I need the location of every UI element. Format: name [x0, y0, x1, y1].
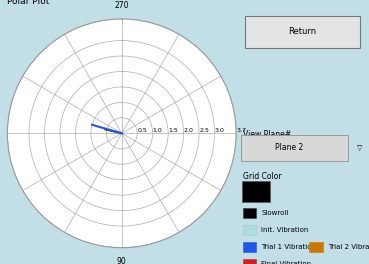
- Bar: [243, 208, 256, 218]
- Text: Polar Plot: Polar Plot: [7, 0, 50, 6]
- Text: Trial 2 Vibration: Trial 2 Vibration: [328, 244, 369, 250]
- Text: ▽: ▽: [357, 145, 362, 151]
- FancyBboxPatch shape: [242, 181, 270, 202]
- Text: View Plane#: View Plane#: [243, 130, 291, 139]
- Text: Init. Vibration: Init. Vibration: [261, 227, 309, 233]
- Bar: [243, 242, 256, 252]
- Text: Plane 2: Plane 2: [275, 143, 304, 152]
- Bar: [243, 225, 256, 235]
- Text: Return: Return: [289, 27, 317, 36]
- Text: Slowroll: Slowroll: [261, 210, 289, 216]
- Bar: [309, 242, 323, 252]
- Text: Grid Color: Grid Color: [243, 172, 282, 181]
- Bar: [243, 259, 256, 264]
- Text: Trial 1 Vibration: Trial 1 Vibration: [261, 244, 316, 250]
- FancyBboxPatch shape: [241, 135, 348, 161]
- Text: 180: 180: [0, 129, 1, 138]
- Text: 270: 270: [114, 1, 129, 10]
- Text: 90: 90: [117, 257, 127, 264]
- FancyBboxPatch shape: [245, 16, 360, 48]
- Text: Final Vibration: Final Vibration: [261, 261, 311, 264]
